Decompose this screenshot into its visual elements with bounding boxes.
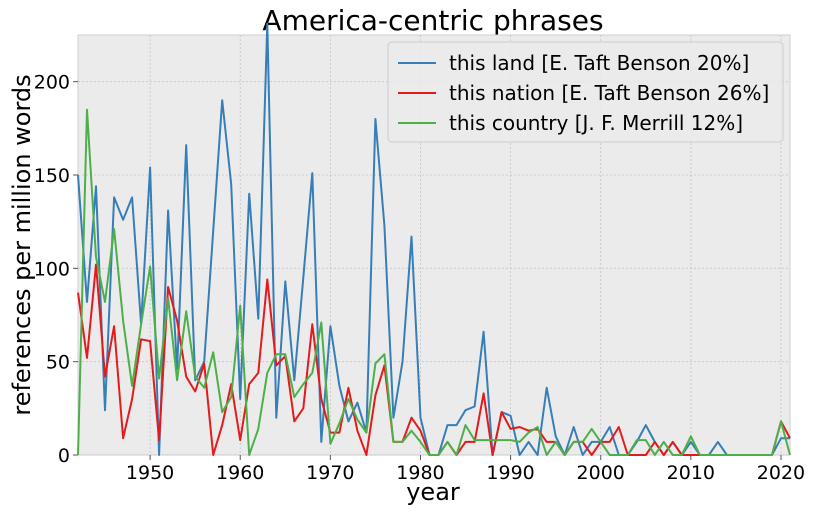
series-line-3 [77,108,791,456]
x-tick-label: 1970 [306,462,354,484]
legend-label: this nation [E. Taft Benson 26%] [449,81,769,105]
y-tick-label: 150 [34,165,70,187]
x-tick-label: 2020 [757,462,805,484]
x-tick-label: 2000 [577,462,625,484]
y-tick-label: 200 [34,72,70,94]
x-tick-label: 1990 [486,462,534,484]
y-tick-label: 0 [58,445,70,467]
x-tick-label: 1960 [216,462,264,484]
series-lines [77,22,791,456]
x-tick-label: 1950 [126,462,174,484]
x-tick-label: 2010 [667,462,715,484]
x-axis-title: year [406,478,460,506]
x-tick-label: 1980 [396,462,444,484]
axis-ticks: 1950 1960 1970 1980 1990 2000 2010 2020 0 50 100 15… [34,72,805,484]
legend-box [387,41,784,143]
chart-title: America-centric phrases [262,4,603,37]
legend: this land [E. Taft Benson 20%] this natio… [387,41,784,143]
y-axis-title: references per million words [8,74,36,415]
legend-label: this land [E. Taft Benson 20%] [449,51,749,75]
legend-label: this country [J. F. Merrill 12%] [449,111,743,135]
y-tick-label: 100 [34,258,70,280]
y-tick-label: 50 [46,352,70,374]
